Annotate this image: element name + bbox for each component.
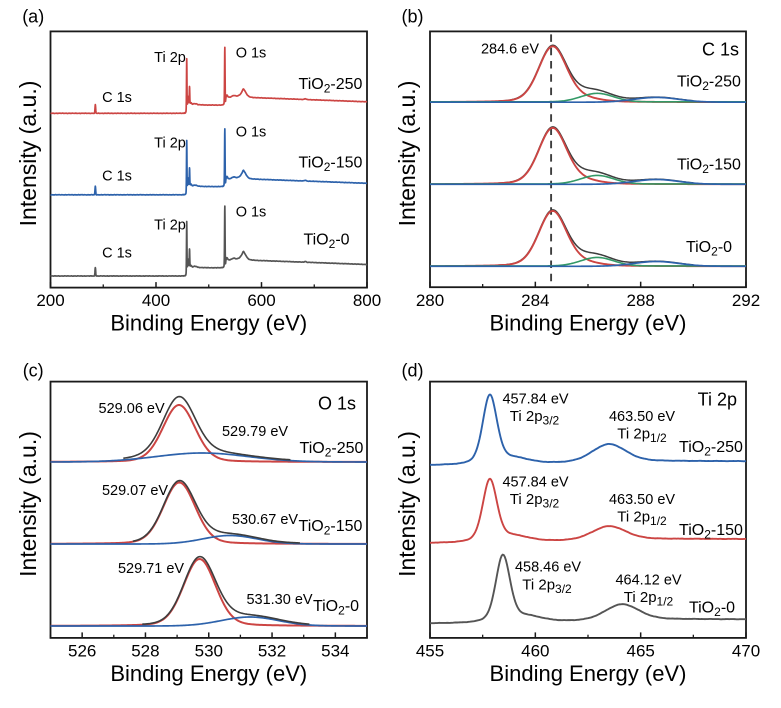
svg-text:Ti 2p: Ti 2p [154,218,186,234]
svg-text:C 1s: C 1s [102,90,132,106]
svg-text:TiO2-150: TiO2-150 [677,156,741,176]
svg-text:528: 528 [131,642,159,661]
svg-text:Intensity (a.u.): Intensity (a.u.) [394,431,420,577]
svg-text:280: 280 [416,291,444,310]
svg-text:Intensity (a.u.): Intensity (a.u.) [15,431,41,577]
svg-text:458.46 eV: 458.46 eV [515,560,581,576]
svg-text:(b): (b) [402,6,424,26]
svg-text:529.71 eV: 529.71 eV [118,561,184,577]
svg-text:470: 470 [732,642,760,661]
svg-text:Ti 2p3/2: Ti 2p3/2 [510,491,560,511]
svg-text:457.84 eV: 457.84 eV [502,474,568,490]
svg-text:529.79 eV: 529.79 eV [222,424,288,440]
svg-text:C 1s: C 1s [702,39,739,59]
svg-text:Ti 2p1/2: Ti 2p1/2 [617,426,667,446]
svg-text:292: 292 [732,291,760,310]
svg-text:(c): (c) [23,360,44,380]
svg-text:O 1s: O 1s [318,393,356,413]
svg-text:C 1s: C 1s [102,246,132,262]
svg-text:TiO2-0: TiO2-0 [303,232,349,252]
svg-text:200: 200 [36,291,64,310]
svg-text:Binding Energy (eV): Binding Energy (eV) [110,661,307,686]
svg-text:TiO2-250: TiO2-250 [677,74,741,94]
svg-text:600: 600 [247,291,275,310]
svg-text:465: 465 [627,642,655,661]
svg-text:463.50 eV: 463.50 eV [609,409,675,425]
svg-text:Intensity (a.u.): Intensity (a.u.) [15,81,41,227]
svg-text:529.06 eV: 529.06 eV [99,401,165,417]
svg-text:532: 532 [258,642,286,661]
svg-text:534: 534 [321,642,349,661]
svg-text:531.30 eV: 531.30 eV [246,592,312,608]
svg-text:Intensity (a.u.): Intensity (a.u.) [394,81,420,227]
svg-text:460: 460 [521,642,549,661]
svg-text:Binding Energy (eV): Binding Energy (eV) [490,661,687,686]
svg-text:Ti 2p: Ti 2p [698,390,737,410]
svg-text:TiO2-0: TiO2-0 [313,598,359,618]
svg-text:530.67 eV: 530.67 eV [232,512,298,528]
svg-text:O 1s: O 1s [236,46,267,62]
svg-text:464.12 eV: 464.12 eV [615,572,681,588]
svg-text:284: 284 [521,291,549,310]
svg-text:C 1s: C 1s [102,169,132,185]
svg-text:TiO2-150: TiO2-150 [299,518,363,538]
svg-text:O 1s: O 1s [236,125,267,141]
svg-text:463.50 eV: 463.50 eV [609,492,675,508]
svg-text:TiO2-250: TiO2-250 [300,440,364,460]
svg-text:TiO2-0: TiO2-0 [689,600,735,620]
svg-text:TiO2-150: TiO2-150 [679,522,743,542]
svg-text:Ti 2p3/2: Ti 2p3/2 [522,576,572,596]
svg-text:Ti 2p: Ti 2p [154,50,186,66]
svg-text:(a): (a) [22,6,44,26]
svg-text:455: 455 [416,642,444,661]
svg-text:400: 400 [142,291,170,310]
svg-text:Ti 2p: Ti 2p [154,136,186,152]
svg-text:Ti 2p1/2: Ti 2p1/2 [617,509,667,529]
svg-text:(d): (d) [402,360,424,380]
svg-text:Ti 2p1/2: Ti 2p1/2 [624,589,674,609]
svg-text:TiO2-250: TiO2-250 [299,76,363,96]
svg-text:530: 530 [195,642,223,661]
svg-text:Binding Energy (eV): Binding Energy (eV) [490,311,687,336]
svg-text:284.6 eV: 284.6 eV [481,41,539,57]
svg-text:Ti 2p3/2: Ti 2p3/2 [510,408,560,428]
svg-text:288: 288 [627,291,655,310]
svg-text:TiO2-150: TiO2-150 [299,155,363,175]
svg-text:800: 800 [353,291,381,310]
svg-text:457.84 eV: 457.84 eV [502,392,568,408]
svg-text:529.07 eV: 529.07 eV [102,483,168,499]
svg-text:TiO2-0: TiO2-0 [686,239,732,259]
svg-text:526: 526 [68,642,96,661]
svg-text:O 1s: O 1s [236,205,267,221]
svg-text:TiO2-250: TiO2-250 [679,439,743,459]
svg-text:Binding Energy (eV): Binding Energy (eV) [110,311,307,336]
